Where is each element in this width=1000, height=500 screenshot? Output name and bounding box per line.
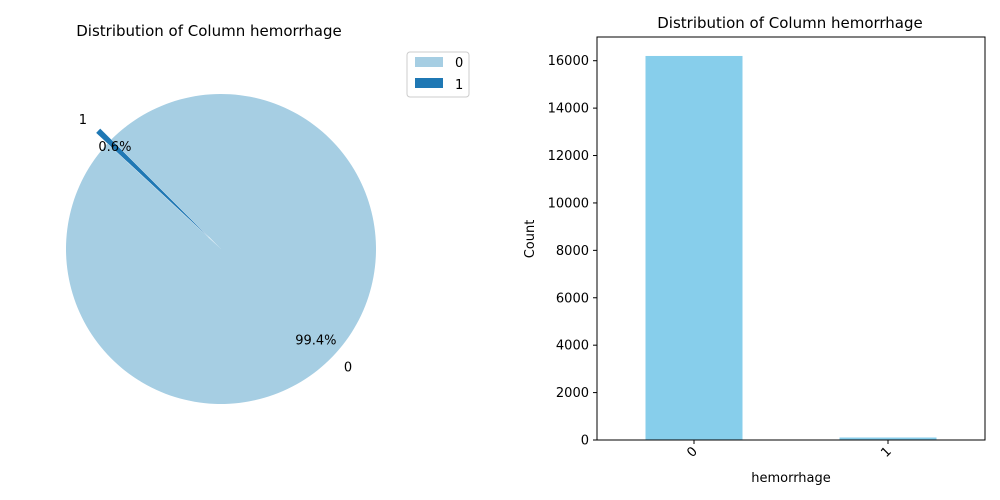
pie-legend: 0 1 [406,51,470,98]
x-axis-label: hemorrhage [751,471,831,486]
bar-chart: Distribution of Column hemorrhage 0 2000 4… [523,14,986,486]
plot-frame [596,36,986,441]
y-tick-label: 12000 [548,149,589,164]
bar-0 [645,55,743,440]
pie-slices [65,94,376,405]
pie-labels: 0 99.4% 1 0.6% [79,113,352,375]
legend-swatch-1 [415,78,443,88]
y-tick-label: 8000 [556,244,589,259]
pie-chart: Distribution of Column hemorrhage 0 99.4%… [65,22,470,405]
pie-title: Distribution of Column hemorrhage [76,22,342,40]
pie-slice-1 [96,128,210,239]
y-tick-label: 10000 [548,196,589,211]
legend-swatch-0 [415,57,443,67]
legend-label-1: 1 [455,78,463,93]
pie-slice-0 [65,94,376,405]
bar-1 [839,437,937,440]
bars [645,55,937,440]
y-tick-label: 2000 [556,386,589,401]
pie-pct-0: 99.4% [295,333,336,348]
y-tick-label: 4000 [556,339,589,354]
x-tick-label-1: 1 [878,444,894,460]
y-tick-label: 6000 [556,291,589,306]
y-axis-label: Count [523,220,538,259]
pie-pct-1: 0.6% [98,140,131,155]
pie-label-1: 1 [79,113,87,128]
x-tick-label-0: 0 [684,444,700,460]
y-tick-label: 14000 [548,102,589,117]
bar-title: Distribution of Column hemorrhage [657,14,923,32]
y-axis-ticks: 0 2000 4000 6000 8000 10000 12000 14000 16000 [548,54,597,449]
legend-label-0: 0 [455,56,463,71]
y-tick-label: 16000 [548,54,589,69]
pie-label-0: 0 [344,360,352,375]
y-tick-label: 0 [581,434,589,449]
